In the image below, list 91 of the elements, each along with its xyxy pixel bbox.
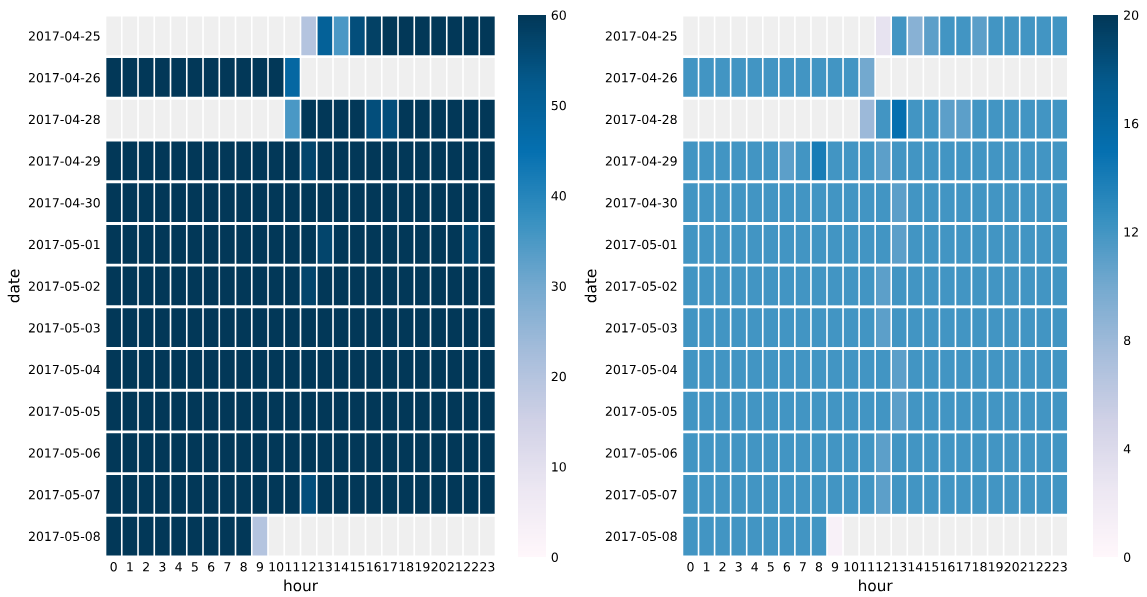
- color-bar-label: 20: [1124, 10, 1139, 20]
- color-bar-label: 20: [551, 371, 566, 382]
- y-tick-label: 2017-05-02: [28, 281, 100, 291]
- x-tick-label: 13: [892, 562, 907, 572]
- y-tick-label: 2017-04-26: [605, 72, 677, 83]
- y-axis-title: date: [7, 269, 20, 303]
- color-bar-label: 16: [1124, 118, 1139, 129]
- y-tick-label: 2017-04-28: [605, 114, 677, 125]
- color-bar-label: 50: [551, 100, 566, 111]
- x-tick-label: 22: [464, 562, 478, 572]
- y-tick-label: 2017-05-07: [28, 489, 100, 500]
- color-bar-label: 12: [1124, 227, 1138, 237]
- color-bar-label: 60: [551, 10, 566, 20]
- x-tick-label: 1: [703, 562, 710, 572]
- x-tick-label: 6: [208, 562, 215, 572]
- x-tick-label: 16: [940, 562, 955, 572]
- x-tick-label: 21: [447, 562, 462, 572]
- x-tick-label: 10: [844, 562, 859, 572]
- y-tick-label: 2017-05-04: [605, 364, 677, 375]
- y-tick-label: 2017-05-03: [605, 323, 677, 333]
- y-axis-title: date: [584, 269, 597, 303]
- x-tick-label: 17: [383, 562, 397, 572]
- color-bar-label: 4: [1123, 444, 1131, 454]
- x-tick-label: 9: [831, 562, 839, 572]
- y-tick-label: 2017-05-04: [28, 364, 100, 375]
- x-tick-label: 23: [480, 562, 495, 572]
- x-tick-label: 12: [302, 562, 316, 572]
- y-tick-label: 2017-05-02: [605, 281, 677, 291]
- x-tick-label: 14: [908, 562, 923, 572]
- y-tick-label: 2017-04-29: [605, 156, 677, 166]
- x-tick-label: 21: [1020, 562, 1035, 572]
- y-tick-label: 2017-05-01: [605, 239, 677, 250]
- color-bar-label: 10: [552, 462, 566, 472]
- y-tick-label: 2017-04-25: [605, 31, 677, 41]
- x-tick-label: 11: [285, 562, 300, 572]
- x-tick-label: 4: [751, 562, 758, 572]
- y-tick-label: 2017-05-03: [28, 323, 100, 333]
- color-bar-label: 40: [551, 191, 566, 201]
- x-tick-label: 7: [224, 562, 231, 572]
- x-tick-label: 1: [127, 562, 133, 572]
- y-tick-label: 2017-05-05: [28, 406, 100, 416]
- x-tick-label: 8: [815, 562, 823, 572]
- color-bar-label: 8: [1124, 335, 1131, 346]
- y-tick-label: 2017-05-06: [28, 448, 100, 458]
- x-tick-label: 0: [110, 562, 117, 572]
- x-tick-label: 19: [989, 562, 1003, 572]
- color-bar-label: 30: [551, 281, 566, 291]
- color-bar-label: 0: [1124, 552, 1131, 562]
- x-tick-label: 18: [972, 562, 987, 572]
- x-tick-label: 2: [719, 562, 726, 572]
- x-tick-label: 7: [799, 562, 806, 572]
- y-tick-label: 2017-05-08: [28, 531, 100, 542]
- x-tick-label: 23: [1052, 562, 1067, 572]
- x-tick-label: 17: [956, 562, 971, 572]
- y-tick-label: 2017-04-28: [28, 114, 100, 125]
- x-tick-label: 4: [175, 562, 182, 572]
- y-tick-label: 2017-05-05: [605, 406, 677, 416]
- x-axis-title: hour: [859, 579, 893, 592]
- y-tick-label: 2017-05-01: [28, 239, 100, 250]
- x-tick-label: 15: [924, 562, 939, 572]
- x-tick-label: 12: [876, 562, 890, 572]
- y-tick-label: 2017-04-25: [28, 31, 100, 41]
- x-tick-label: 13: [318, 562, 332, 572]
- x-tick-label: 11: [860, 562, 874, 572]
- color-bar-label: 0: [551, 552, 558, 562]
- x-tick-label: 0: [687, 562, 694, 572]
- x-tick-label: 16: [367, 562, 381, 572]
- x-axis-title: hour: [284, 579, 319, 592]
- x-tick-label: 20: [1004, 562, 1019, 572]
- x-tick-label: 18: [399, 562, 414, 572]
- x-tick-label: 8: [240, 562, 247, 572]
- x-tick-label: 14: [334, 562, 349, 572]
- x-tick-label: 3: [735, 562, 742, 572]
- y-tick-label: 2017-05-08: [605, 531, 677, 542]
- x-tick-label: 5: [191, 562, 198, 572]
- y-tick-label: 2017-05-06: [605, 448, 677, 458]
- y-tick-label: 2017-04-26: [28, 72, 100, 83]
- x-tick-label: 10: [269, 562, 284, 572]
- x-tick-label: 6: [783, 562, 791, 572]
- y-tick-label: 2017-04-30: [605, 198, 677, 208]
- x-tick-label: 2: [143, 562, 149, 572]
- x-tick-label: 3: [159, 562, 166, 572]
- x-tick-label: 22: [1036, 562, 1051, 572]
- x-tick-label: 20: [431, 562, 446, 572]
- x-tick-label: 19: [415, 562, 430, 572]
- y-tick-label: 2017-05-07: [605, 489, 677, 500]
- x-tick-label: 15: [350, 562, 365, 572]
- y-tick-label: 2017-04-29: [28, 156, 100, 166]
- x-tick-label: 9: [256, 562, 263, 572]
- x-tick-label: 5: [767, 562, 774, 572]
- y-tick-label: 2017-04-30: [28, 198, 100, 208]
